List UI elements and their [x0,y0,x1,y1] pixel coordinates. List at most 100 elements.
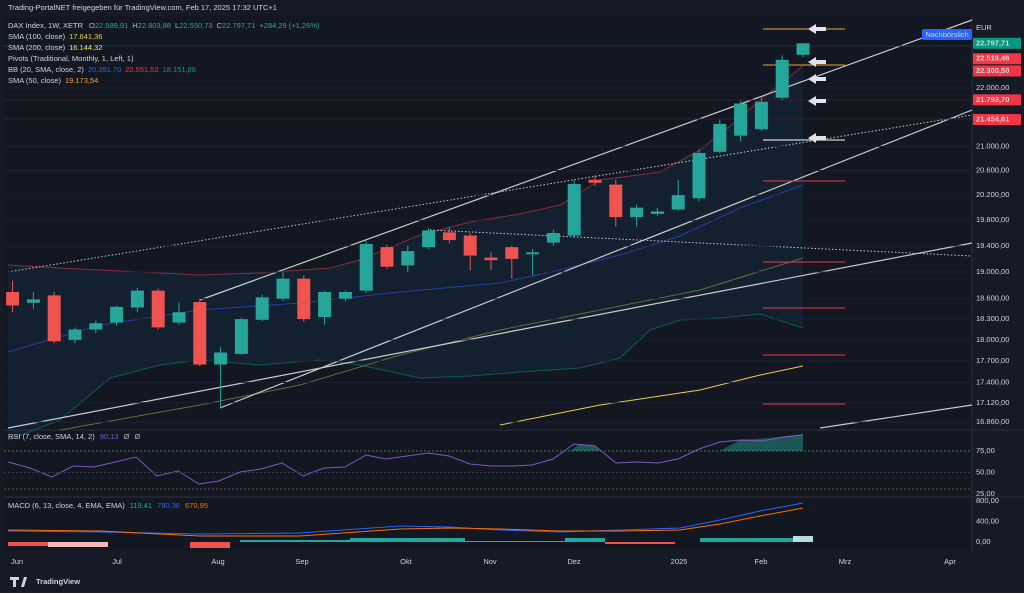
bb-lower [7,313,804,441]
time-label: Dez [567,557,581,566]
macd-title: MACD (6, 13, close, 4, EMA, EMA) [8,501,125,510]
macd-tick-label: 400,00 [976,516,999,525]
rsi-tick-label: 75,00 [976,446,995,455]
main-pane [4,16,972,429]
legend-line: BB (20, SMA, close, 2) 20.351,70 22.551,52… [8,65,196,74]
rsi-tick-label: 50,00 [976,467,995,476]
candle-body [6,291,20,306]
time-label: Sep [295,557,308,566]
arrow [808,74,826,84]
ohlc-value: 22.550,73 [179,21,212,30]
trend-line [819,404,973,429]
candle-body [671,195,685,210]
candle-body [796,43,810,55]
indicator-value: 22.551,52 [125,65,158,74]
candle-body [380,247,394,267]
price-label: 22.300,50 [976,66,1009,75]
histogram-bar [565,538,605,542]
macd-value: 670,95 [185,501,208,510]
price-tick-label: 21.000,00 [976,141,1009,150]
rsi-pane [4,431,972,496]
rsi-legend: RSI (7, close, SMA, 14, 2) 90,13 Ø Ø [8,432,140,441]
legend-line: DAX Index, 1W, XETR O22.589,91 H22.803,88 L… [8,21,320,30]
price-tick-label: 22.000,00 [976,83,1009,92]
candle-body [130,290,144,308]
signal-line [7,507,804,537]
price-tick-label: 18.600,00 [976,294,1009,303]
price-tick-label: 19.800,00 [976,215,1009,224]
price-tick-label: 19.400,00 [976,241,1009,250]
ohlc-label: C [217,21,223,30]
candle-body [276,278,290,299]
candle-body [526,252,540,255]
session-label: Nachbörslich [925,30,968,39]
candle-body [609,184,623,218]
indicator-value: 19.173,54 [65,76,98,85]
sma-line [59,257,804,431]
price-label-box [973,65,1021,77]
rsi-value: Ø [123,432,129,441]
price-label-box [973,94,1021,106]
candle-body [567,184,581,236]
candle-body [297,278,311,320]
change: +284,29 (+1,26%) [259,21,320,30]
candle-body [68,329,82,340]
ohlc-value: 22.589,91 [95,21,128,30]
indicator-name: SMA (100, close) [8,32,66,41]
macd-value: 119,41 [130,501,152,510]
ohlc-label: H [132,21,137,30]
time-label: Feb [755,557,768,566]
histogram-bar [240,540,350,542]
candle-body [463,235,477,256]
candle-body [110,306,124,323]
histogram-bar [8,542,48,546]
candle-body [650,211,664,214]
price-tick-label: 17.700,00 [976,356,1009,365]
indicator-name: BB (20, SMA, close, 2) [8,65,84,74]
candle-body [89,323,103,330]
arrow [808,24,826,34]
candle-body [255,297,269,320]
rsi-value: 90,13 [100,432,119,441]
price-label-box [973,114,1021,126]
histogram-bar [605,542,675,544]
histogram-bar [48,542,108,547]
candle-body [546,232,560,243]
price-tick-label: 18.300,00 [976,314,1009,323]
price-tick-label: 19.000,00 [976,267,1009,276]
time-label: Nov [483,557,497,566]
rsi-title: RSI (7, close, SMA, 14, 2) [8,432,95,441]
price-label-box [973,53,1021,65]
histogram-bar [190,542,230,548]
candle-body [775,59,789,98]
candle-body [401,251,415,266]
candle-body [318,291,332,318]
price-tick-label: 16.860,00 [976,417,1009,426]
time-label: Mrz [839,557,852,566]
indicator-value: 16.144,32 [69,43,102,52]
time-label: 2025 [671,557,688,566]
candle-body [151,290,165,328]
ohlc-value: 22.797,71 [222,21,255,30]
price-tick-label: 20.600,00 [976,166,1009,175]
histogram-bar [793,536,813,542]
price-tick-label: 17.120,00 [976,398,1009,407]
time-label: Okt [400,557,413,566]
candle-body [484,257,498,261]
price-label: 22.518,46 [976,54,1009,63]
arrows [808,24,826,143]
arrow [808,133,826,143]
indicator-value: 18.151,88 [163,65,196,74]
trend-line [7,242,973,429]
macd-tick-label: 0,00 [976,537,991,546]
ohlc-label: O [89,21,95,30]
dotted-line [429,229,973,257]
macd-line [7,502,804,535]
candle-body [630,207,644,218]
ohlc-value: 22.803,88 [138,21,171,30]
price-label-box [973,37,1021,49]
candle-body [754,101,768,130]
candle-body [422,230,436,248]
price-tick-label: 17.400,00 [976,377,1009,386]
